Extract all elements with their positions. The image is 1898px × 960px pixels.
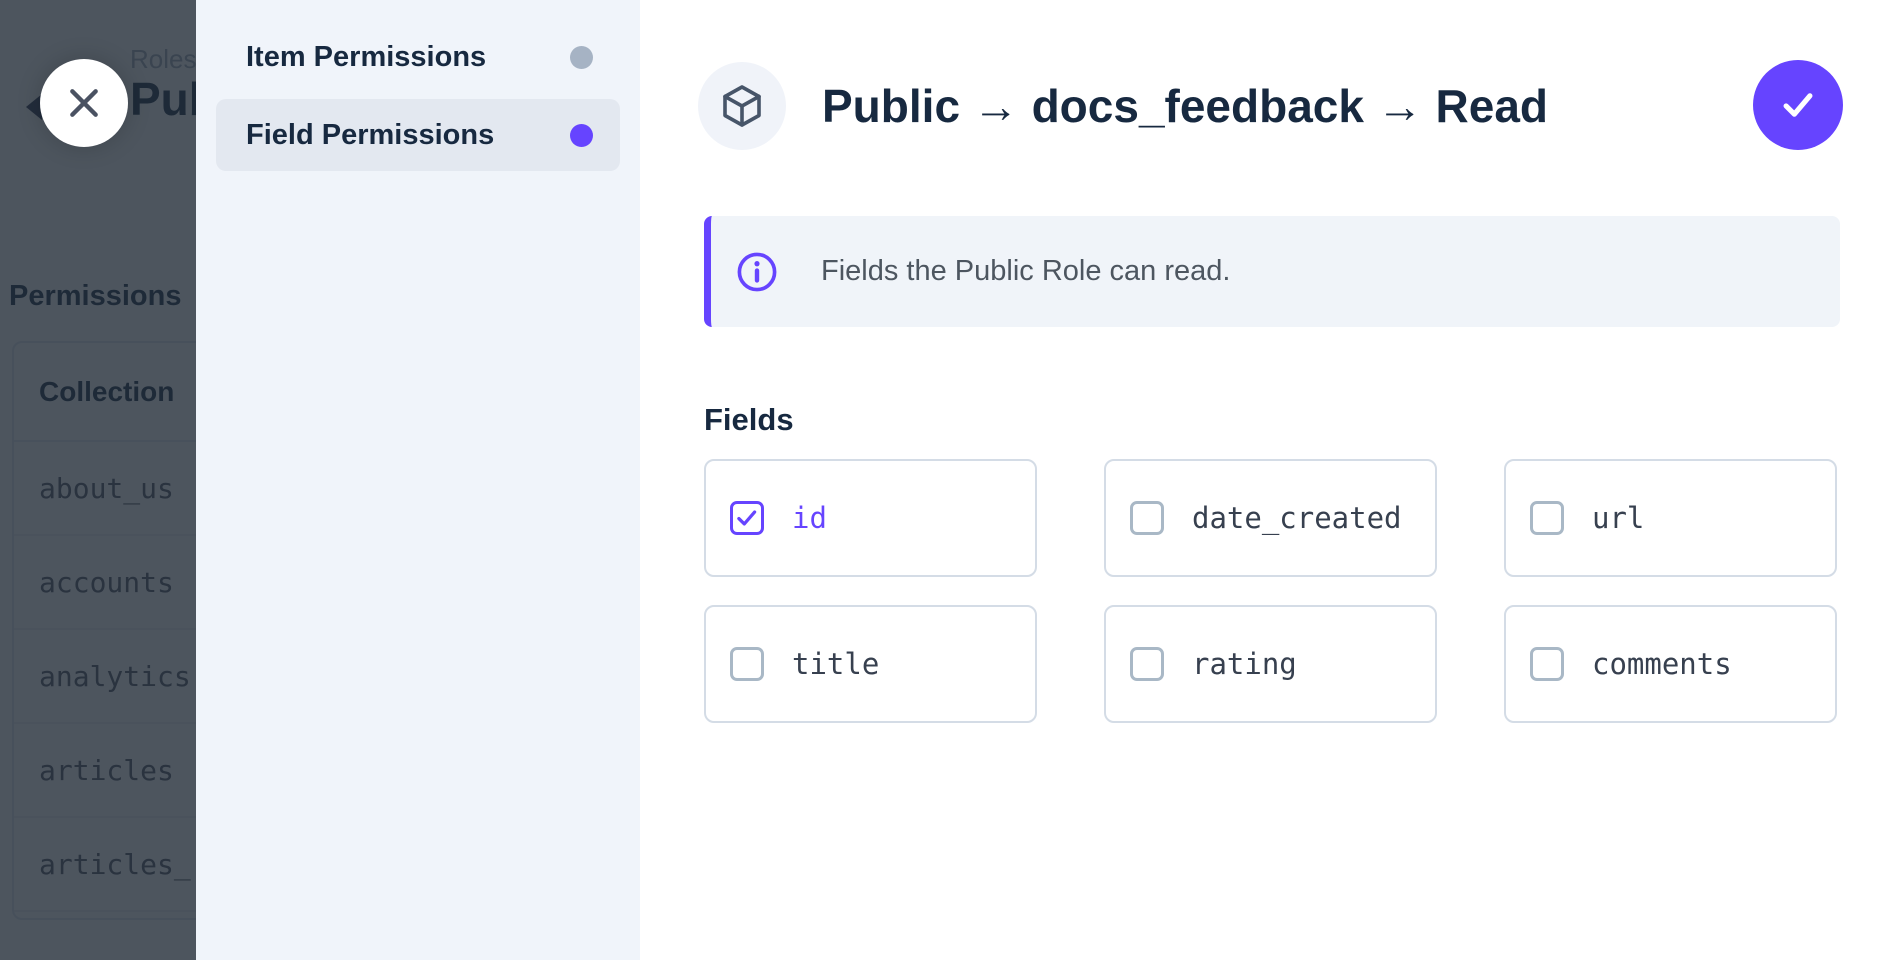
field-name-label: comments bbox=[1592, 647, 1732, 681]
cube-box-icon bbox=[723, 85, 761, 127]
close-drawer-button[interactable] bbox=[40, 59, 128, 147]
info-banner: Fields the Public Role can read. bbox=[704, 216, 1840, 327]
drawer-sidebar: Item Permissions Field Permissions bbox=[196, 0, 640, 960]
field-card-title[interactable]: title bbox=[704, 605, 1037, 723]
field-name-label: date_created bbox=[1192, 501, 1402, 535]
checkmark-icon bbox=[1783, 93, 1813, 117]
fields-section-label: Fields bbox=[704, 402, 794, 437]
field-card-date-created[interactable]: date_created bbox=[1104, 459, 1437, 577]
field-card-rating[interactable]: rating bbox=[1104, 605, 1437, 723]
field-name-label: rating bbox=[1192, 647, 1297, 681]
collection-icon-chip bbox=[698, 62, 786, 150]
fields-grid: id date_created url title rating comment… bbox=[704, 459, 1837, 723]
field-name-label: url bbox=[1592, 501, 1645, 535]
save-confirm-button[interactable] bbox=[1753, 60, 1843, 150]
drawer-title: Public → docs_feedback → Read bbox=[822, 80, 1549, 132]
field-card-url[interactable]: url bbox=[1504, 459, 1837, 577]
info-banner-text: Fields the Public Role can read. bbox=[821, 255, 1231, 287]
checkbox-unchecked-icon[interactable] bbox=[1530, 501, 1564, 535]
checkbox-checked-icon[interactable] bbox=[730, 501, 764, 535]
field-card-id[interactable]: id bbox=[704, 459, 1037, 577]
close-icon bbox=[70, 89, 98, 117]
info-icon bbox=[737, 252, 777, 291]
status-dot-icon bbox=[570, 45, 593, 69]
checkbox-unchecked-icon[interactable] bbox=[1130, 647, 1164, 681]
nav-item-label: Item Permissions bbox=[246, 40, 487, 73]
drawer-main: Public → docs_feedback → Read Fields the… bbox=[640, 0, 1898, 960]
field-card-comments[interactable]: comments bbox=[1504, 605, 1837, 723]
checkbox-unchecked-icon[interactable] bbox=[1130, 501, 1164, 535]
field-name-label: id bbox=[792, 501, 827, 535]
checkbox-unchecked-icon[interactable] bbox=[730, 647, 764, 681]
nav-item-item-permissions[interactable]: Item Permissions bbox=[216, 21, 620, 93]
status-dot-icon bbox=[570, 123, 593, 147]
background-page: Roles Public Permissions Collection abou… bbox=[0, 0, 196, 960]
nav-item-label: Field Permissions bbox=[246, 118, 495, 151]
modal-overlay[interactable] bbox=[0, 0, 196, 960]
nav-item-field-permissions[interactable]: Field Permissions bbox=[216, 99, 620, 171]
field-name-label: title bbox=[792, 647, 880, 681]
checkbox-unchecked-icon[interactable] bbox=[1530, 647, 1564, 681]
